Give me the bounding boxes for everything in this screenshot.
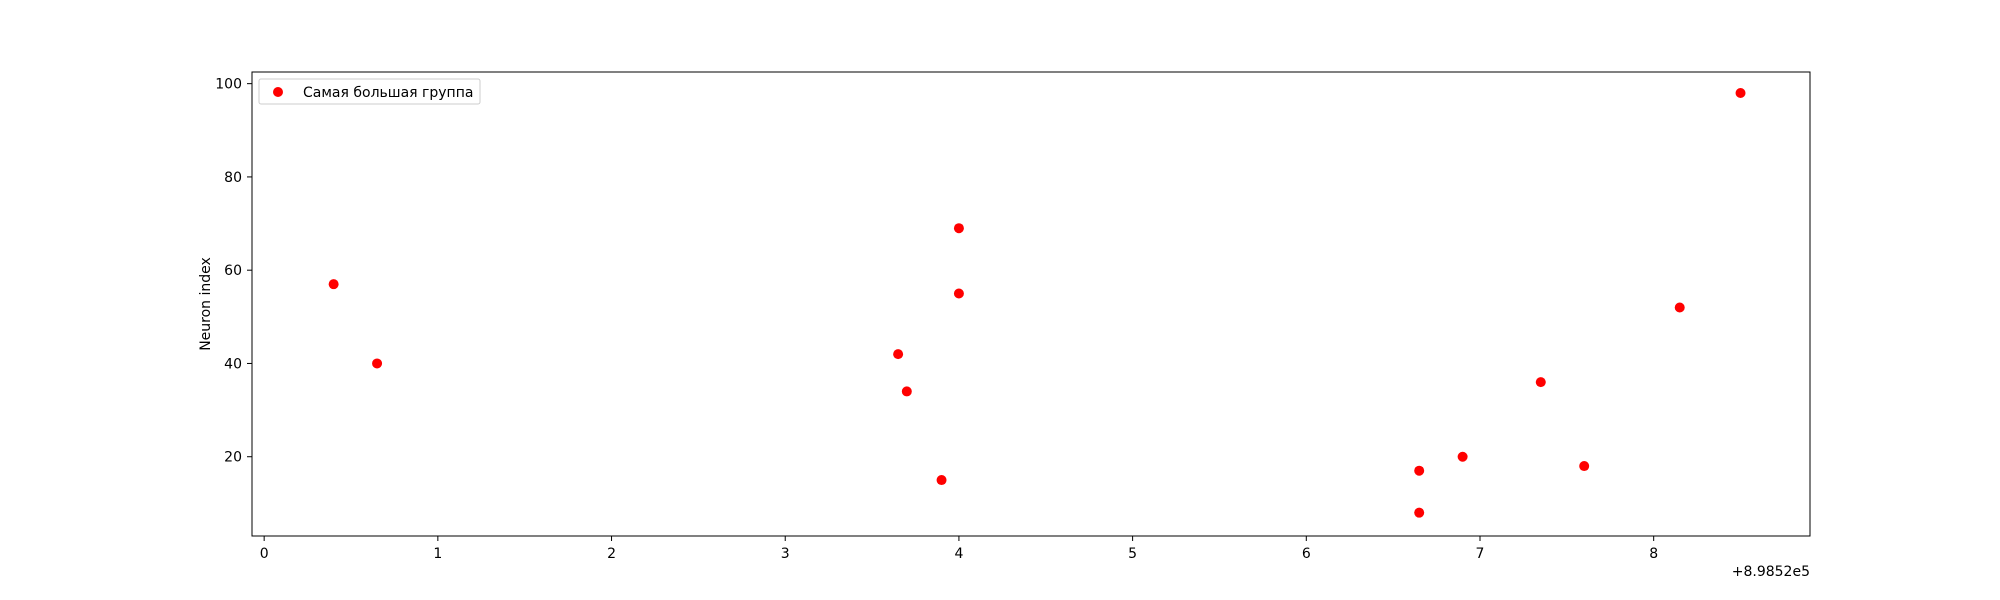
data-point [1579,461,1590,472]
x-tick-label: 8 [1649,546,1658,562]
x-tick-label: 2 [607,546,616,562]
x-tick-label: 1 [433,546,442,562]
x-tick-label: 3 [781,546,790,562]
y-axis-label: Neuron index [198,257,214,351]
data-point [1414,507,1425,518]
data-point [953,288,964,299]
data-point [936,475,947,486]
plot-area-frame [251,71,1811,537]
y-axis-ticks: 20 40 60 80 100 [215,77,252,466]
data-point [901,386,912,397]
x-tick-label: 4 [954,546,963,562]
x-tick-label: 0 [260,546,269,562]
y-tick-label: 100 [215,77,242,93]
x-tick-label: 7 [1476,546,1485,562]
data-point [1457,451,1468,462]
x-axis-offset-label: +8.9852e5 [1732,564,1810,580]
data-point [1535,377,1546,388]
legend: Самая большая группа [258,78,481,105]
data-point [1414,465,1425,476]
y-tick-label: 60 [224,263,242,279]
data-points [328,87,1746,518]
x-tick-label: 5 [1128,546,1137,562]
y-tick-label: 40 [224,356,242,372]
y-tick-label: 20 [224,450,242,466]
y-tick-label: 80 [224,170,242,186]
data-point [893,349,904,360]
data-point [1735,87,1746,98]
x-tick-label: 6 [1302,546,1311,562]
data-point [328,279,339,290]
legend-frame [258,78,481,105]
legend-marker [273,87,283,97]
x-axis-ticks: 0 1 2 3 4 5 6 7 8 [260,536,1658,562]
legend-label: Самая большая группа [303,85,473,101]
data-point [953,223,964,234]
data-point [1674,302,1685,313]
data-point [372,358,383,369]
